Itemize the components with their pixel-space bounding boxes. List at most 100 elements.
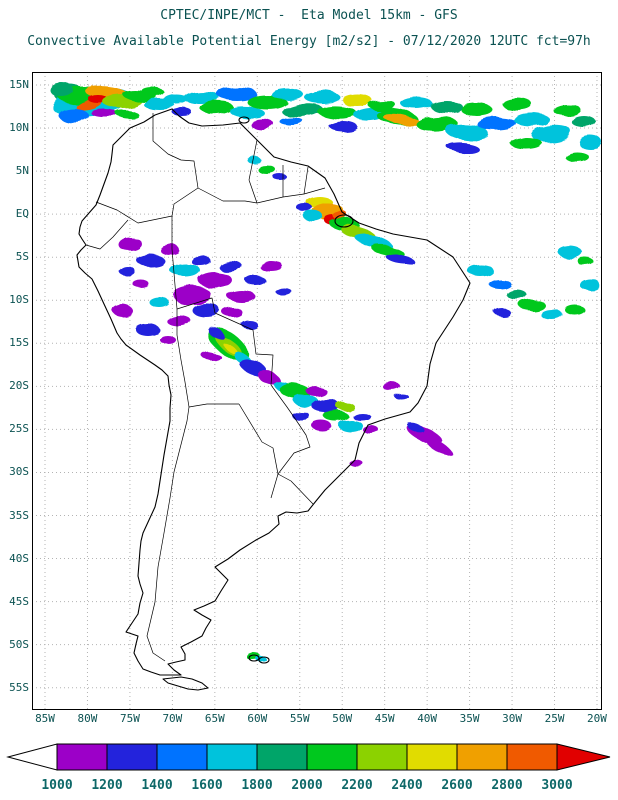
axis-label-lat: 25S — [9, 422, 29, 436]
cape-blob — [514, 113, 550, 127]
axis-label-lon: 35W — [459, 712, 480, 725]
cape-blob — [519, 299, 545, 311]
cape-blob — [312, 421, 332, 431]
axis-label-lon: 85W — [35, 712, 55, 725]
axis-label-lat: 10S — [9, 293, 29, 307]
cape-blob — [160, 245, 180, 255]
cape-blob — [511, 138, 543, 150]
cape-blob — [467, 264, 493, 276]
cape-blob — [246, 276, 266, 286]
colorbar-box — [456, 743, 508, 771]
cape-blob — [324, 410, 348, 422]
cape-blob — [494, 308, 510, 316]
colorbar-label: 2200 — [341, 778, 372, 793]
colorbar-label: 1200 — [91, 778, 122, 793]
cape-blob — [506, 289, 526, 299]
cape-blob — [201, 101, 233, 115]
cape-blob — [306, 386, 326, 396]
country-border-paraguay-brazil-argentina — [270, 384, 311, 475]
country-border-andes-chain — [146, 216, 190, 662]
axis-label-lat: 5N — [15, 164, 29, 178]
axis-label-lat: 50S — [9, 637, 29, 651]
country-border-colombia-ecuador-peru — [95, 201, 173, 224]
cape-blob — [312, 399, 340, 413]
cape-blob — [565, 152, 589, 162]
cape-blob — [461, 104, 493, 116]
colorbar-label: 3000 — [541, 778, 572, 793]
cape-blob — [241, 320, 257, 328]
axis-label-lon: 20W — [587, 712, 607, 725]
axis-label-lon: 25W — [544, 712, 565, 725]
colorbar-box — [406, 743, 458, 771]
cape-blob — [140, 87, 164, 97]
axis-label-lat: 15N — [9, 78, 29, 91]
axis-label-lon: 40W — [417, 712, 438, 725]
cape-blob — [279, 382, 311, 400]
colorbar-box — [506, 743, 558, 771]
cape-blob — [202, 352, 220, 360]
cape-blob — [136, 254, 164, 266]
cape-blob — [541, 310, 563, 320]
cape-blob — [250, 119, 274, 129]
cape-blob — [247, 157, 261, 163]
grid-layer — [32, 72, 602, 710]
cape-blob — [165, 95, 189, 105]
colorbar-box — [256, 743, 308, 771]
cape-blob — [173, 286, 211, 304]
country-border-venezuela-colombia — [152, 113, 199, 217]
cape-blob — [502, 98, 532, 110]
cape-blob — [222, 342, 238, 354]
cape-blob — [302, 210, 322, 220]
colorbar-label: 1000 — [41, 778, 72, 793]
coastline-layer — [76, 108, 471, 691]
colorbar: 1000 1200 1400 1600 1800 2000 2200 2400 2600 2800… — [6, 743, 611, 793]
cape-blob — [222, 307, 242, 317]
cape-blob — [136, 324, 160, 336]
axis-label-lon: 55W — [289, 712, 310, 725]
cape-field-layer — [50, 83, 601, 663]
cape-blob — [342, 94, 372, 106]
map-svg — [32, 72, 602, 710]
cape-blob — [184, 91, 220, 105]
colorbar-box — [356, 743, 408, 771]
cape-blob — [190, 255, 210, 265]
cape-blob — [134, 281, 150, 289]
axis-label-lat: 45S — [9, 594, 29, 608]
cape-blob — [446, 141, 478, 153]
colorbar-box — [106, 743, 158, 771]
page-title-line2: Convective Available Potential Energy [m… — [27, 34, 591, 49]
island-marajo — [334, 214, 354, 228]
cape-blob — [349, 460, 363, 466]
cape-blob — [59, 109, 89, 123]
country-border-ecuador-peru — [85, 219, 129, 250]
cape-blob — [578, 135, 601, 149]
colorbar-label: 2800 — [491, 778, 522, 793]
cape-blob — [282, 102, 322, 118]
page-title-line1: CPTEC/INPE/MCT - Eta Model 15km - GFS — [160, 8, 458, 23]
cape-blob — [198, 272, 232, 288]
cape-blob — [259, 261, 283, 271]
country-border-bolivia-brazil — [176, 297, 274, 386]
axis-label-lat: 20S — [9, 379, 29, 393]
cape-blob — [382, 382, 400, 390]
colorbar-label: 1600 — [191, 778, 222, 793]
axis-label-lon: 50W — [332, 712, 353, 725]
cape-blob — [407, 423, 425, 433]
coastline-south-america — [76, 108, 471, 676]
axis-label-lat: 10N — [9, 121, 29, 135]
cape-blob — [304, 91, 340, 103]
country-border-bolivia-paraguay-argentina — [188, 403, 279, 475]
cape-blob — [477, 117, 517, 131]
colorbar-arrow-right — [556, 743, 611, 771]
island-falkland-east — [258, 656, 270, 664]
cape-blob — [401, 98, 433, 110]
axis-label-lat: EQ — [15, 207, 29, 221]
cape-blob — [317, 104, 357, 120]
axis-label-lat: 35S — [9, 508, 29, 522]
island-trinidad — [238, 116, 250, 124]
cape-blob — [368, 100, 396, 110]
cape-blob — [118, 237, 142, 251]
cape-blob — [578, 258, 594, 266]
